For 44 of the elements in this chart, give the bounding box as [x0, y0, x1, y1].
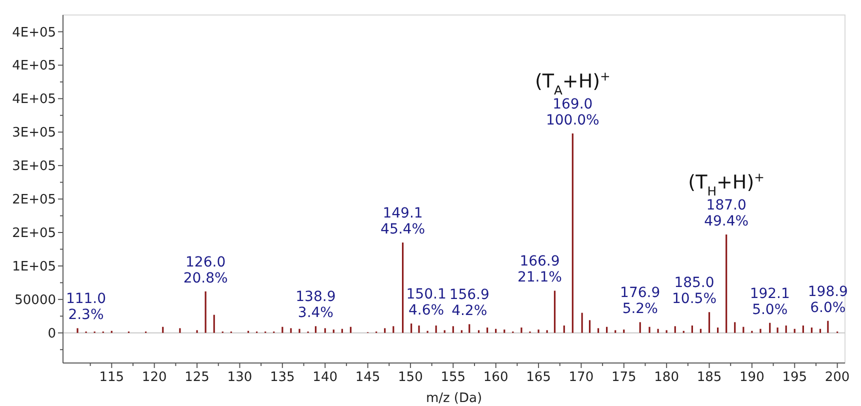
annotation: 156.9 4.2%: [449, 287, 490, 320]
annotation: 126.0 20.8%: [183, 254, 228, 286]
x-tick-label: 130: [227, 370, 252, 385]
x-tick-label: 165: [526, 370, 551, 385]
y-tick-label: 2E+05: [12, 192, 56, 208]
annotation: 150.1 4.6%: [406, 286, 446, 319]
x-tick-label: 190: [740, 370, 764, 385]
y-tick-label: 4E+05: [12, 25, 56, 40]
x-tick-label: 135: [270, 370, 295, 385]
x-tick-label: 160: [483, 370, 508, 385]
x-tick-label: 180: [654, 370, 679, 385]
y-tick-label: 3E+05: [12, 159, 56, 174]
x-tick-label: 145: [355, 370, 380, 385]
y-tick-label: 3E+05: [12, 126, 56, 141]
x-tick-label: 175: [611, 370, 636, 385]
y-tick-label: 1E+05: [12, 260, 56, 275]
annotation: 176.9 5.2%: [620, 285, 660, 318]
y-tick-label: 0: [48, 326, 56, 342]
annotation: 192.1 5.0%: [750, 286, 790, 318]
y-tick-label: 4E+05: [12, 92, 56, 108]
y-tick-label: 4E+05: [12, 58, 56, 74]
x-axis-title: m/z (Da): [426, 391, 482, 406]
x-tick-label: 155: [440, 370, 466, 385]
x-tick-label: 140: [312, 370, 338, 385]
annotation: 187.0 49.4%: [704, 198, 749, 230]
x-tick-label: 120: [142, 370, 167, 385]
x-tick-label: 195: [782, 370, 808, 385]
annotation: 185.0 10.5%: [672, 275, 716, 308]
x-tick-label: 150: [398, 370, 423, 385]
annotation: 111.0 2.3%: [66, 291, 106, 324]
x-tick-label: 185: [696, 370, 722, 385]
annotation: 166.9 21.1%: [517, 254, 562, 286]
annotation: 138.9 3.4%: [296, 289, 336, 322]
annotation: 198.9 6.0%: [808, 284, 848, 316]
x-tick-label: 125: [184, 370, 210, 385]
y-tick-label: 2E+05: [12, 226, 56, 242]
annotation: (T$_{H}$+H)$^{+}$: [688, 170, 764, 199]
annotation: (T$_{A}$+H)$^{+}$: [534, 69, 610, 98]
x-tick-label: 115: [99, 370, 124, 385]
annotation: 149.1 45.4%: [380, 206, 426, 238]
x-tick-label: 170: [568, 370, 594, 385]
y-tick-label: 50000: [14, 292, 56, 308]
annotation: 169.0 100.0%: [546, 96, 600, 128]
x-tick-label: 200: [824, 370, 850, 385]
